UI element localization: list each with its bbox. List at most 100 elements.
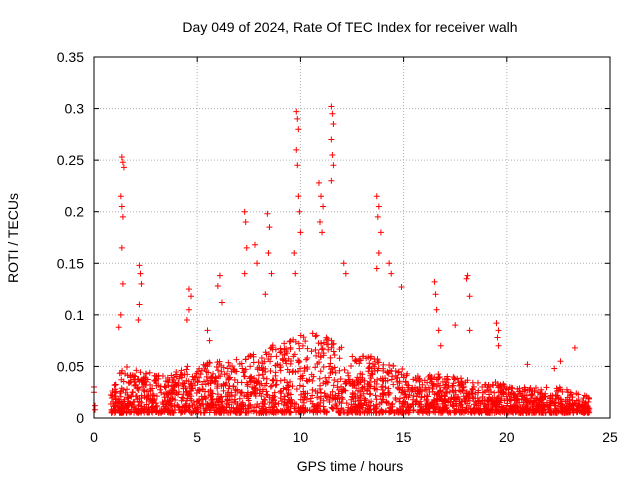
data-point <box>465 408 472 415</box>
data-point <box>321 409 328 416</box>
data-point <box>488 406 495 413</box>
data-point <box>272 369 279 376</box>
data-point <box>329 341 336 348</box>
data-point <box>258 355 265 362</box>
data-point <box>479 394 486 401</box>
data-point <box>292 270 299 277</box>
data-point <box>580 395 587 402</box>
data-point <box>390 362 397 369</box>
data-point <box>272 382 279 389</box>
data-point <box>389 403 396 410</box>
data-point <box>431 278 438 285</box>
data-point <box>277 377 284 384</box>
data-point <box>547 398 554 405</box>
data-point <box>416 377 423 384</box>
data-point <box>281 351 288 358</box>
data-point <box>327 360 334 367</box>
data-point <box>214 385 221 392</box>
data-point <box>191 382 198 389</box>
data-point <box>371 385 378 392</box>
data-point <box>428 373 435 380</box>
data-point <box>119 280 126 287</box>
data-point <box>386 260 393 267</box>
y-tick-label: 0.1 <box>65 307 85 323</box>
data-point <box>403 372 410 379</box>
data-point <box>496 399 503 406</box>
data-point <box>398 389 405 396</box>
data-point <box>321 408 328 415</box>
data-point <box>284 399 291 406</box>
data-point <box>304 364 311 371</box>
data-point <box>575 397 582 404</box>
data-point <box>490 382 497 389</box>
data-point <box>349 353 356 360</box>
data-point <box>198 367 205 374</box>
data-point <box>111 382 118 389</box>
data-point <box>143 370 150 377</box>
data-point <box>418 388 425 395</box>
data-point <box>529 402 536 409</box>
data-point <box>371 385 378 392</box>
data-point <box>287 360 294 367</box>
data-point <box>459 387 466 394</box>
data-point <box>405 404 412 411</box>
data-point <box>395 409 402 416</box>
data-point <box>509 385 516 392</box>
data-point <box>226 363 233 370</box>
data-point <box>466 397 473 404</box>
data-point <box>116 390 123 397</box>
data-point <box>304 345 311 352</box>
data-point <box>308 348 315 355</box>
data-point <box>294 115 301 122</box>
data-point <box>362 396 369 403</box>
data-point <box>573 390 580 397</box>
data-point <box>287 378 294 385</box>
data-point <box>118 244 125 251</box>
data-point <box>388 376 395 383</box>
data-point <box>367 390 374 397</box>
data-point <box>172 391 179 398</box>
data-point <box>375 203 382 210</box>
data-point <box>310 408 317 415</box>
x-tick-label: 15 <box>396 429 412 445</box>
data-point <box>352 356 359 363</box>
data-point <box>340 260 347 267</box>
data-point <box>374 376 381 383</box>
data-point <box>118 203 125 210</box>
data-point <box>302 338 309 345</box>
data-point <box>354 374 361 381</box>
data-point <box>121 404 128 411</box>
data-point <box>266 224 273 231</box>
data-point <box>373 396 380 403</box>
data-point <box>423 392 430 399</box>
data-point <box>459 398 466 405</box>
data-point <box>372 361 379 368</box>
data-point <box>264 392 271 399</box>
data-point <box>326 396 333 403</box>
data-point <box>585 398 592 405</box>
data-point <box>156 408 163 415</box>
data-point <box>566 396 573 403</box>
data-point <box>169 376 176 383</box>
data-point <box>141 406 148 413</box>
data-point <box>324 393 331 400</box>
data-point <box>353 377 360 384</box>
data-point <box>574 409 581 416</box>
data-point <box>186 408 193 415</box>
data-point <box>360 390 367 397</box>
data-point <box>234 379 241 386</box>
data-point <box>215 373 222 380</box>
data-point <box>278 348 285 355</box>
data-point <box>433 376 440 383</box>
y-tick-label: 0.3 <box>65 101 85 117</box>
data-point <box>315 350 322 357</box>
data-point <box>281 340 288 347</box>
data-point <box>132 381 139 388</box>
data-point <box>341 409 348 416</box>
data-point <box>252 377 259 384</box>
data-point <box>320 397 327 404</box>
data-point <box>383 399 390 406</box>
data-point <box>175 382 182 389</box>
data-point <box>440 404 447 411</box>
data-point <box>377 393 384 400</box>
